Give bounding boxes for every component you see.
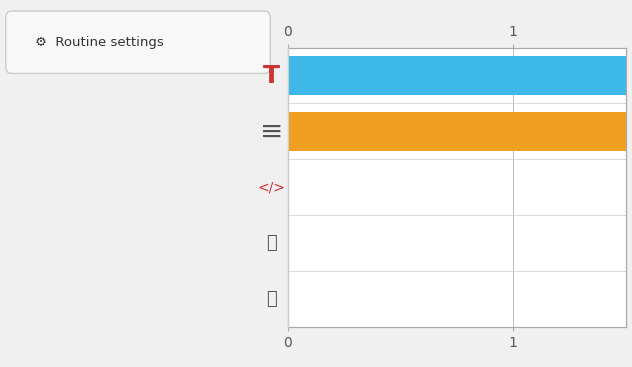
Text: 🧠: 🧠 bbox=[266, 234, 277, 252]
Text: T: T bbox=[264, 63, 280, 88]
Text: ≡: ≡ bbox=[260, 117, 283, 145]
Text: </>: </> bbox=[258, 180, 286, 194]
Text: bidsEvent_text_slider: bidsEvent_text_slider bbox=[425, 235, 581, 251]
Text: 🧠: 🧠 bbox=[266, 290, 277, 308]
Bar bbox=[288, 56, 626, 95]
Text: code_slider_response: code_slider_response bbox=[425, 179, 581, 195]
Text: slider_response: slider_response bbox=[467, 123, 581, 139]
Text: text_slider: text_slider bbox=[505, 68, 581, 84]
Text: bidsEvent_slider_response: bidsEvent_slider_response bbox=[387, 291, 581, 307]
Bar bbox=[288, 112, 626, 151]
Text: ⚙  Routine settings: ⚙ Routine settings bbox=[35, 36, 163, 49]
FancyBboxPatch shape bbox=[6, 11, 270, 73]
